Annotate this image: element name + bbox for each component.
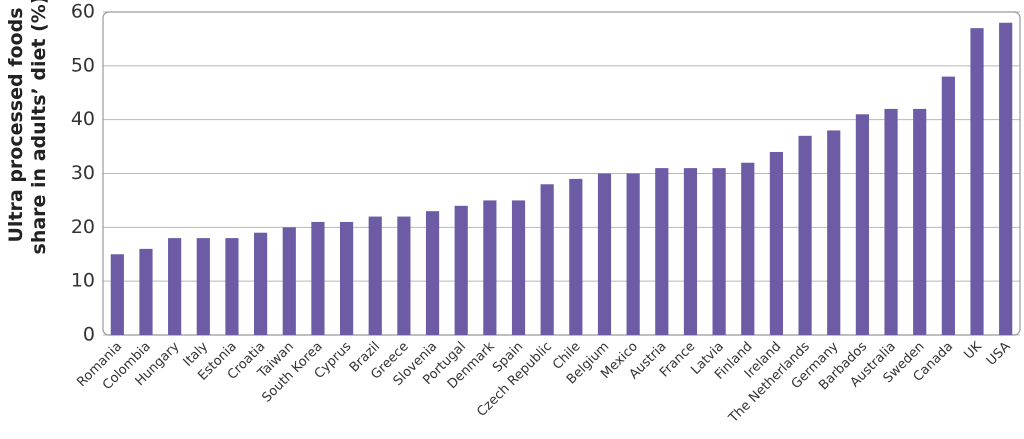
y-tick-label: 30: [71, 162, 95, 184]
y-axis-label: share in adults’ diet (%): [28, 0, 50, 254]
bar: [311, 221, 325, 335]
bar: [827, 130, 841, 335]
bar: [569, 178, 583, 335]
bar: [110, 254, 124, 335]
bar: [483, 200, 497, 335]
bar: [254, 232, 268, 335]
x-tick-label: UK: [961, 339, 985, 363]
bar: [999, 22, 1013, 336]
y-tick-label: 20: [71, 216, 95, 238]
y-tick-label: 50: [71, 54, 95, 76]
bar: [884, 108, 898, 336]
bar: [597, 173, 612, 335]
y-tick-label: 60: [71, 1, 95, 23]
bar: [913, 108, 927, 336]
bar: [511, 200, 526, 335]
bar: [941, 76, 955, 335]
bar: [454, 205, 468, 335]
bar: [798, 135, 812, 335]
bar: [339, 221, 354, 335]
bar: [225, 238, 239, 335]
bar: [855, 114, 869, 336]
y-axis-label: Ultra processed foods: [5, 7, 27, 242]
bar: [769, 151, 784, 335]
y-tick-label: 0: [83, 324, 95, 346]
bar: [168, 238, 182, 335]
bar: [196, 238, 210, 335]
bar: [540, 184, 554, 335]
bar: [626, 173, 640, 335]
bar: [970, 28, 984, 336]
bar: [741, 162, 755, 335]
bar: [683, 168, 698, 335]
bar: [368, 216, 382, 335]
x-tick-label: USA: [984, 339, 1014, 369]
y-tick-label: 10: [71, 270, 95, 292]
bar: [712, 168, 726, 335]
bar: [425, 211, 440, 335]
bar: [397, 216, 411, 335]
plot-frame: [102, 11, 1021, 336]
y-tick-label: 40: [71, 108, 95, 130]
bar: [139, 248, 153, 335]
bar: [655, 168, 669, 335]
bar: [282, 227, 296, 335]
